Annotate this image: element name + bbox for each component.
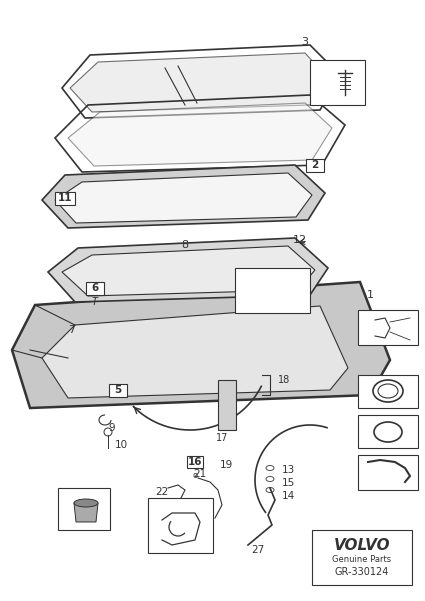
Text: 29: 29 [153, 502, 167, 512]
Polygon shape [55, 173, 312, 223]
Text: 12: 12 [293, 235, 307, 245]
Text: 18: 18 [278, 375, 290, 385]
FancyBboxPatch shape [306, 159, 324, 171]
Text: 9: 9 [109, 423, 115, 433]
FancyBboxPatch shape [312, 530, 412, 585]
FancyBboxPatch shape [358, 455, 418, 490]
Text: 19: 19 [220, 460, 233, 470]
Text: 14: 14 [282, 491, 295, 501]
Text: 24: 24 [295, 275, 307, 285]
Polygon shape [42, 306, 348, 398]
Text: GR-330124: GR-330124 [335, 567, 389, 577]
Text: 2: 2 [312, 160, 319, 170]
Ellipse shape [74, 499, 98, 507]
Text: 15: 15 [282, 478, 295, 488]
Text: 28: 28 [366, 423, 380, 433]
Text: 25: 25 [63, 493, 77, 503]
Text: 30: 30 [366, 463, 380, 473]
FancyBboxPatch shape [235, 268, 310, 313]
Text: 4: 4 [318, 68, 326, 78]
Polygon shape [48, 238, 328, 302]
Polygon shape [70, 53, 328, 112]
Text: o: o [193, 471, 198, 480]
Text: 5: 5 [114, 385, 122, 395]
Text: 13: 13 [282, 465, 295, 475]
Text: 10: 10 [115, 440, 128, 450]
Text: 27: 27 [251, 545, 265, 555]
Text: 7: 7 [68, 325, 76, 335]
Polygon shape [12, 282, 390, 408]
FancyBboxPatch shape [109, 383, 127, 397]
Text: 6: 6 [91, 283, 99, 293]
Text: 11: 11 [58, 193, 72, 203]
FancyBboxPatch shape [218, 380, 236, 430]
Text: T: T [92, 297, 98, 307]
FancyBboxPatch shape [148, 498, 213, 553]
FancyBboxPatch shape [358, 415, 418, 448]
Polygon shape [74, 503, 98, 522]
FancyBboxPatch shape [86, 281, 104, 294]
FancyBboxPatch shape [58, 488, 110, 530]
Text: 20: 20 [366, 318, 380, 328]
Polygon shape [62, 246, 315, 296]
Text: 1: 1 [366, 290, 374, 300]
Text: 8: 8 [181, 240, 189, 250]
FancyBboxPatch shape [358, 310, 418, 345]
FancyBboxPatch shape [187, 456, 203, 468]
FancyBboxPatch shape [310, 60, 365, 105]
Text: 21: 21 [193, 469, 207, 479]
FancyBboxPatch shape [55, 192, 75, 204]
Polygon shape [68, 103, 332, 166]
Text: 23: 23 [295, 293, 307, 303]
FancyBboxPatch shape [358, 375, 418, 408]
Text: 26: 26 [366, 383, 380, 393]
Text: VOLVO: VOLVO [334, 537, 390, 552]
Text: 17: 17 [216, 433, 228, 443]
Polygon shape [42, 165, 325, 228]
Text: 3: 3 [301, 37, 309, 47]
Text: Genuine Parts: Genuine Parts [332, 555, 391, 564]
Text: 16: 16 [188, 457, 202, 467]
Text: 22: 22 [156, 487, 169, 497]
